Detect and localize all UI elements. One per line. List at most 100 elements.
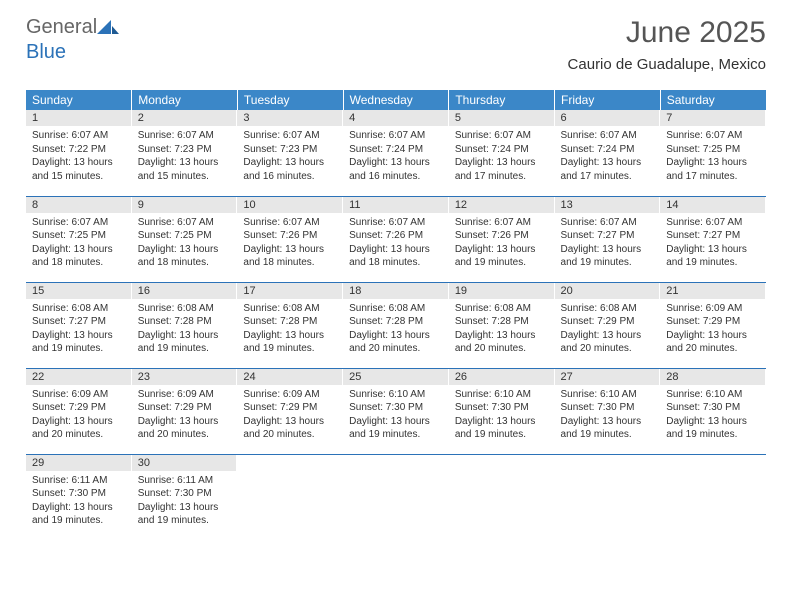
day-number: 6 — [555, 110, 661, 126]
sunset-text: Sunset: 7:24 PM — [455, 143, 549, 157]
sunrise-text: Sunrise: 6:10 AM — [561, 388, 655, 402]
daylight-text: Daylight: 13 hours and 19 minutes. — [32, 329, 126, 356]
daylight-text: Daylight: 13 hours and 18 minutes. — [243, 243, 337, 270]
brand-word-2: Blue — [26, 41, 66, 63]
day-number: 9 — [132, 197, 238, 213]
day-number: 1 — [26, 110, 132, 126]
calendar-row: 8Sunrise: 6:07 AMSunset: 7:25 PMDaylight… — [26, 196, 766, 282]
weekday-header: Friday — [555, 90, 661, 110]
calendar-cell: 6Sunrise: 6:07 AMSunset: 7:24 PMDaylight… — [555, 110, 661, 196]
calendar-cell: 17Sunrise: 6:08 AMSunset: 7:28 PMDayligh… — [237, 282, 343, 368]
sunrise-text: Sunrise: 6:10 AM — [666, 388, 760, 402]
calendar-cell: 23Sunrise: 6:09 AMSunset: 7:29 PMDayligh… — [132, 368, 238, 454]
daylight-text: Daylight: 13 hours and 19 minutes. — [32, 501, 126, 528]
day-number: 27 — [555, 369, 661, 385]
sunset-text: Sunset: 7:30 PM — [349, 401, 443, 415]
sunrise-text: Sunrise: 6:07 AM — [243, 129, 337, 143]
sunset-text: Sunset: 7:27 PM — [561, 229, 655, 243]
sunrise-text: Sunrise: 6:08 AM — [32, 302, 126, 316]
sunrise-text: Sunrise: 6:09 AM — [32, 388, 126, 402]
sunrise-text: Sunrise: 6:07 AM — [455, 129, 549, 143]
sunset-text: Sunset: 7:26 PM — [349, 229, 443, 243]
sunrise-text: Sunrise: 6:07 AM — [243, 216, 337, 230]
day-number: 24 — [237, 369, 343, 385]
daylight-text: Daylight: 13 hours and 19 minutes. — [561, 243, 655, 270]
calendar-cell: 28Sunrise: 6:10 AMSunset: 7:30 PMDayligh… — [660, 368, 766, 454]
day-body: Sunrise: 6:09 AMSunset: 7:29 PMDaylight:… — [660, 299, 766, 359]
sunset-text: Sunset: 7:25 PM — [32, 229, 126, 243]
calendar-cell: 29Sunrise: 6:11 AMSunset: 7:30 PMDayligh… — [26, 454, 132, 540]
day-body: Sunrise: 6:11 AMSunset: 7:30 PMDaylight:… — [132, 471, 238, 531]
daylight-text: Daylight: 13 hours and 19 minutes. — [138, 501, 232, 528]
sunset-text: Sunset: 7:23 PM — [138, 143, 232, 157]
daylight-text: Daylight: 13 hours and 16 minutes. — [243, 156, 337, 183]
day-body: Sunrise: 6:07 AMSunset: 7:25 PMDaylight:… — [660, 126, 766, 186]
sunrise-text: Sunrise: 6:11 AM — [138, 474, 232, 488]
month-title: June 2025 — [568, 16, 766, 50]
sunset-text: Sunset: 7:26 PM — [243, 229, 337, 243]
calendar-row: 22Sunrise: 6:09 AMSunset: 7:29 PMDayligh… — [26, 368, 766, 454]
weekday-header: Tuesday — [237, 90, 343, 110]
day-body: Sunrise: 6:07 AMSunset: 7:26 PMDaylight:… — [343, 213, 449, 273]
sunset-text: Sunset: 7:30 PM — [666, 401, 760, 415]
day-number: 17 — [237, 283, 343, 299]
day-number: 26 — [449, 369, 555, 385]
day-body: Sunrise: 6:10 AMSunset: 7:30 PMDaylight:… — [660, 385, 766, 445]
sunrise-text: Sunrise: 6:07 AM — [32, 129, 126, 143]
daylight-text: Daylight: 13 hours and 18 minutes. — [138, 243, 232, 270]
day-number: 14 — [660, 197, 766, 213]
sunrise-text: Sunrise: 6:08 AM — [455, 302, 549, 316]
day-body: Sunrise: 6:07 AMSunset: 7:26 PMDaylight:… — [237, 213, 343, 273]
calendar-cell: 24Sunrise: 6:09 AMSunset: 7:29 PMDayligh… — [237, 368, 343, 454]
day-number: 3 — [237, 110, 343, 126]
sunset-text: Sunset: 7:30 PM — [455, 401, 549, 415]
sunset-text: Sunset: 7:29 PM — [138, 401, 232, 415]
sunrise-text: Sunrise: 6:08 AM — [138, 302, 232, 316]
day-body: Sunrise: 6:07 AMSunset: 7:24 PMDaylight:… — [343, 126, 449, 186]
sunrise-text: Sunrise: 6:07 AM — [349, 129, 443, 143]
daylight-text: Daylight: 13 hours and 20 minutes. — [349, 329, 443, 356]
daylight-text: Daylight: 13 hours and 16 minutes. — [349, 156, 443, 183]
sunset-text: Sunset: 7:29 PM — [32, 401, 126, 415]
day-number: 12 — [449, 197, 555, 213]
calendar-cell: 21Sunrise: 6:09 AMSunset: 7:29 PMDayligh… — [660, 282, 766, 368]
day-number: 15 — [26, 283, 132, 299]
day-number: 25 — [343, 369, 449, 385]
daylight-text: Daylight: 13 hours and 20 minutes. — [666, 329, 760, 356]
day-body: Sunrise: 6:07 AMSunset: 7:23 PMDaylight:… — [237, 126, 343, 186]
day-body: Sunrise: 6:07 AMSunset: 7:24 PMDaylight:… — [555, 126, 661, 186]
sunrise-text: Sunrise: 6:08 AM — [561, 302, 655, 316]
calendar-cell — [343, 454, 449, 540]
sunset-text: Sunset: 7:30 PM — [138, 487, 232, 501]
logo-sail-icon — [97, 20, 119, 41]
calendar-cell: 12 Sunrise: 6:07 AMSunset: 7:26 PMDayligh… — [449, 196, 555, 282]
daylight-text: Daylight: 13 hours and 19 minutes. — [561, 415, 655, 442]
sunset-text: Sunset: 7:22 PM — [32, 143, 126, 157]
day-number: 30 — [132, 455, 238, 471]
daylight-text: Daylight: 13 hours and 19 minutes. — [349, 415, 443, 442]
day-body: Sunrise: 6:07 AMSunset: 7:27 PMDaylight:… — [555, 213, 661, 273]
sunrise-text: Sunrise: 6:07 AM — [138, 129, 232, 143]
day-number: 23 — [132, 369, 238, 385]
sunset-text: Sunset: 7:26 PM — [455, 229, 549, 243]
calendar-cell: 22Sunrise: 6:09 AMSunset: 7:29 PMDayligh… — [26, 368, 132, 454]
daylight-text: Daylight: 13 hours and 19 minutes. — [455, 243, 549, 270]
day-body: Sunrise: 6:08 AMSunset: 7:29 PMDaylight:… — [555, 299, 661, 359]
calendar-cell — [555, 454, 661, 540]
calendar-cell: 10Sunrise: 6:07 AMSunset: 7:26 PMDayligh… — [237, 196, 343, 282]
location-subtitle: Caurio de Guadalupe, Mexico — [568, 56, 766, 73]
calendar-cell: 8Sunrise: 6:07 AMSunset: 7:25 PMDaylight… — [26, 196, 132, 282]
day-body: Sunrise: 6:09 AMSunset: 7:29 PMDaylight:… — [132, 385, 238, 445]
sunrise-text: Sunrise: 6:07 AM — [455, 216, 549, 230]
calendar-cell: 14Sunrise: 6:07 AMSunset: 7:27 PMDayligh… — [660, 196, 766, 282]
day-body: Sunrise: 6:07 AMSunset: 7:25 PMDaylight:… — [132, 213, 238, 273]
calendar-cell — [449, 454, 555, 540]
sunrise-text: Sunrise: 6:11 AM — [32, 474, 126, 488]
brand-word-1: General — [26, 16, 97, 38]
day-body: Sunrise: 6:09 AMSunset: 7:29 PMDaylight:… — [237, 385, 343, 445]
sunset-text: Sunset: 7:24 PM — [561, 143, 655, 157]
calendar-cell: 18Sunrise: 6:08 AMSunset: 7:28 PMDayligh… — [343, 282, 449, 368]
sunset-text: Sunset: 7:28 PM — [349, 315, 443, 329]
day-body: Sunrise: 6:07 AMSunset: 7:24 PMDaylight:… — [449, 126, 555, 186]
daylight-text: Daylight: 13 hours and 19 minutes. — [138, 329, 232, 356]
